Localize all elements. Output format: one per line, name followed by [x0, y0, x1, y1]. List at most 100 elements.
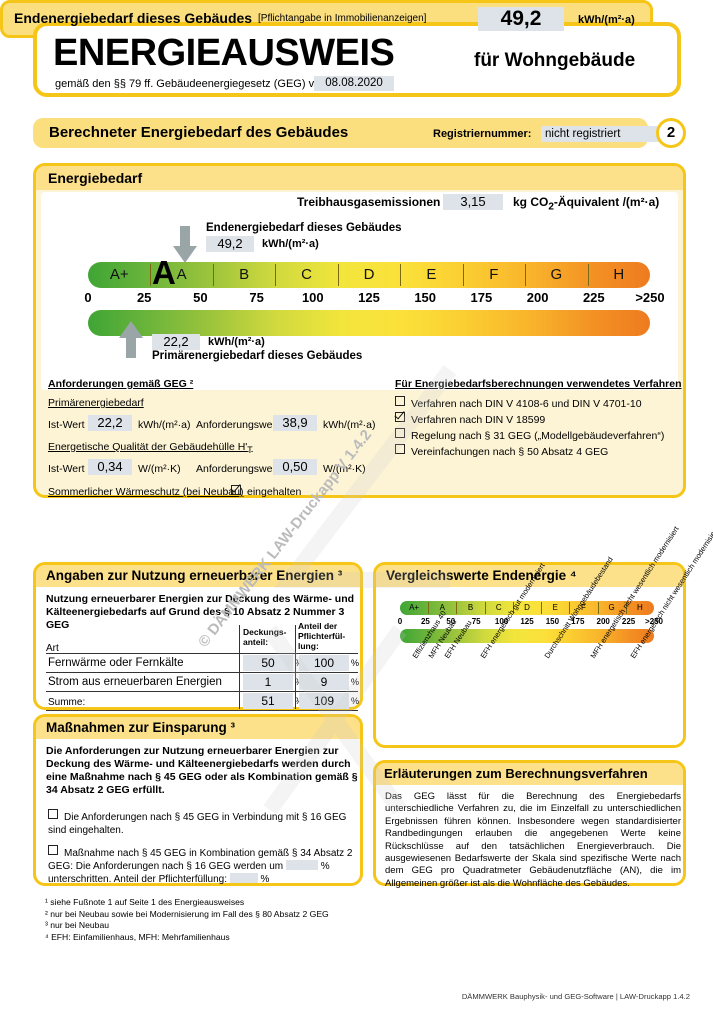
scale-divider — [212, 264, 214, 286]
scale-tick-200: 200 — [526, 290, 549, 305]
comparison-letter-F: F — [580, 603, 586, 612]
measures-option-1[interactable]: Die Anforderungen nach § 45 GEG in Verbi… — [48, 809, 358, 837]
ht-ist-label: Ist-Wert — [48, 463, 85, 475]
scale-divider — [462, 264, 464, 286]
final-energy-band-unit: kWh/(m²·a) — [578, 14, 635, 26]
checkbox-icon — [395, 412, 405, 422]
renewables-row-name: Strom aus erneuerbaren Energien — [48, 676, 222, 688]
ht-ist-unit: W/(m²·K) — [138, 463, 181, 475]
scale-divider — [525, 264, 527, 286]
scale-tick-150: 150 — [414, 290, 437, 305]
pe-ist-unit: kWh/(m²·a) — [138, 419, 191, 431]
pe-anf-unit: kWh/(m²·a) — [323, 419, 376, 431]
ghg-unit: kg CO2-Äquivalent /(m²·a) — [513, 195, 660, 213]
checkbox-icon — [395, 444, 405, 454]
renewables-col-art: Art — [46, 643, 59, 654]
comparison-divider — [512, 602, 514, 614]
scale-tick-125: 125 — [358, 290, 380, 305]
percent-sign: % — [260, 874, 270, 885]
ht-anf-value: 0,50 — [273, 459, 317, 475]
scale-letter-C: C — [301, 266, 312, 283]
table-divider — [295, 625, 296, 709]
energy-class-marker: A — [152, 254, 176, 291]
table-divider — [239, 625, 240, 709]
comparison-tick-200: 200 — [596, 617, 610, 626]
percent-sign: % — [351, 696, 360, 706]
comparison-tick-225: 225 — [621, 617, 636, 626]
comparison-letter-G: G — [608, 603, 615, 612]
renewables-sum-label: Summe: — [48, 697, 86, 708]
title-box: ENERGIEAUSWEIS für Wohngebäude gemäß den… — [33, 22, 681, 97]
scale-tick-0: 0 — [84, 290, 92, 305]
scale-tick-50: 50 — [193, 290, 208, 305]
procedure-option-label: Vereinfachungen nach § 50 Absatz 4 GEG — [411, 446, 609, 458]
scale-divider — [150, 264, 152, 286]
comparison-divider — [597, 602, 599, 614]
footnote-3: ³ nur bei Neubau — [45, 920, 110, 931]
comparison-marker-label: EFH energetisch nicht wesentlich moderni… — [628, 525, 713, 660]
table-row: Fernwärme oder Fernkälte 50 % 100 % — [46, 653, 360, 673]
requirements-title: Anforderungen gemäß GEG ² — [48, 378, 194, 390]
ghg-label: Treibhausgasemissionen — [297, 195, 441, 209]
scale-divider — [337, 264, 339, 286]
law-date-value: 08.08.2020 — [314, 76, 394, 91]
requirements-sub-envelope: Energetische Qualität der Gebäudehülle H… — [48, 441, 253, 456]
comparison-divider — [456, 602, 458, 614]
renewables-sum-pflicht: 109 — [299, 693, 349, 709]
pe-anf-label: Anforderungswert — [196, 419, 279, 431]
comparison-header: Vergleichswerte Endenergie ⁴ — [376, 565, 683, 587]
renewables-description: Nutzung erneuerbarer Energien zur Deckun… — [46, 593, 355, 631]
measures-heading: Maßnahmen zur Einsparung ³ — [46, 720, 236, 735]
pe-ist-label: Ist-Wert — [48, 419, 85, 431]
procedure-option-label: Regelung nach § 31 GEG („Modellgebäudeve… — [411, 430, 665, 442]
scale-letter-G: G — [550, 266, 563, 283]
table-row: Strom aus erneuerbaren Energien 1 % 9 % — [46, 672, 359, 692]
measures-description: Die Anforderungen zur Nutzung erneuerbar… — [46, 745, 358, 796]
measures-input-2[interactable] — [229, 873, 258, 883]
registration-value: nicht registriert — [541, 126, 671, 142]
comparison-letter-Aplus: A+ — [409, 603, 420, 612]
final-energy-band-value: 49,2 — [478, 7, 564, 31]
scale-tick-100: 100 — [301, 290, 324, 305]
comparison-scale-top: A+ A B C D E F G H — [400, 601, 654, 615]
comparison-tick-0: 0 — [397, 617, 403, 626]
scale-letter-D: D — [363, 266, 375, 283]
scale-divider — [400, 264, 402, 286]
registration-label: Registriernummer: — [433, 128, 532, 140]
procedure-option-4[interactable]: Vereinfachungen nach § 50 Absatz 4 GEG — [395, 444, 608, 458]
comparison-tick-125: 125 — [520, 617, 534, 626]
energy-demand-heading: Energiebedarf — [48, 170, 143, 186]
procedure-option-2[interactable]: Verfahren nach DIN V 18599 — [395, 412, 545, 426]
comparison-divider — [428, 602, 430, 614]
final-energy-value: 49,2 — [206, 236, 254, 252]
comparison-letter-D: D — [524, 603, 530, 612]
final-energy-band-title: Endenergiebedarf dieses Gebäudes — [14, 10, 253, 26]
scale-letter-B: B — [239, 266, 250, 283]
comparison-divider — [625, 602, 627, 614]
measures-box: Maßnahmen zur Einsparung ³ Die Anforderu… — [33, 714, 363, 886]
procedure-option-3[interactable]: Regelung nach § 31 GEG („Modellgebäudeve… — [395, 428, 664, 442]
page-number: 2 — [666, 124, 676, 141]
comparison-divider — [569, 602, 571, 614]
explanation-box: Erläuterungen zum Berechnungsverfahren D… — [373, 760, 686, 889]
scale-letter-F: F — [489, 266, 499, 283]
measures-option-2[interactable]: Maßnahme nach § 45 GEG in Kombination ge… — [48, 845, 358, 886]
summer-protection-checkbox[interactable] — [231, 485, 247, 499]
explanation-text: Das GEG lässt für die Berechnung des Ene… — [385, 791, 681, 889]
document-title: ENERGIEAUSWEIS — [53, 32, 395, 74]
final-energy-label: Endenergiebedarf dieses Gebäudes — [206, 222, 402, 234]
scale-letter-H: H — [613, 266, 625, 283]
scale-tick-gt250: >250 — [635, 290, 665, 305]
comparison-tick-150: 150 — [545, 617, 560, 626]
comparison-scale-bottom — [400, 629, 654, 643]
document-subtitle: für Wohngebäude — [474, 50, 636, 71]
final-energy-band-note: [Pflichtangabe in Immobilienanzeigen] — [258, 13, 427, 24]
renewables-row-deckung: 50 — [243, 655, 293, 671]
percent-sign: % — [351, 658, 360, 668]
comparison-tick-25: 25 — [420, 617, 430, 626]
final-energy-arrow-icon — [173, 226, 197, 263]
comparison-letter-B: B — [467, 603, 474, 612]
measures-option-label: Die Anforderungen nach § 45 GEG in Verbi… — [48, 812, 347, 836]
procedure-option-1[interactable]: Verfahren nach DIN V 4108-6 und DIN V 47… — [395, 396, 642, 410]
measures-input-1[interactable] — [285, 860, 318, 870]
